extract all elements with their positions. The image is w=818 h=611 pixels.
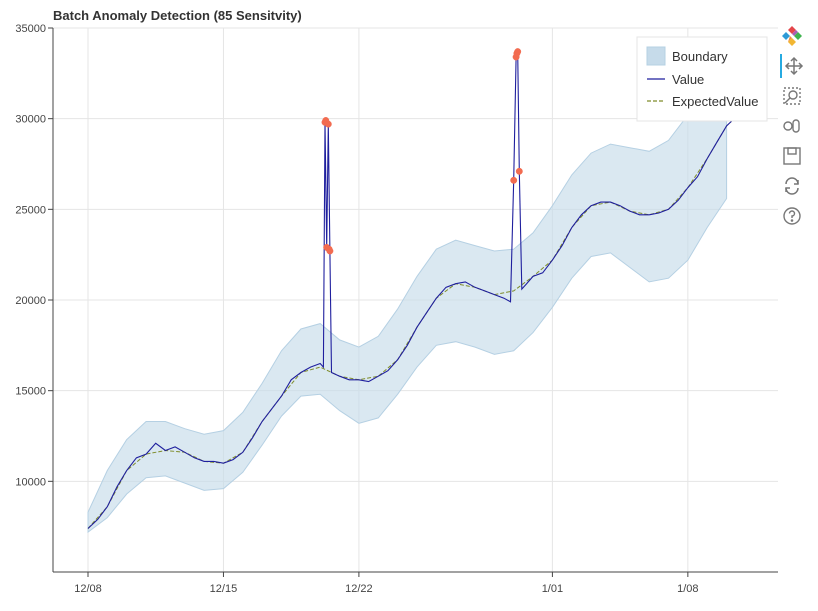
box-zoom-icon[interactable] <box>780 84 804 108</box>
anomaly-point <box>326 247 334 255</box>
legend: Boundary Value ExpectedValue <box>636 36 768 122</box>
bokeh-logo-icon[interactable] <box>780 24 804 48</box>
anomaly-point <box>324 120 332 128</box>
save-icon[interactable] <box>780 144 804 168</box>
anomaly-point <box>514 48 522 56</box>
legend-label-expected: ExpectedValue <box>672 94 759 109</box>
pan-icon[interactable] <box>780 54 806 78</box>
x-tick-label: 12/22 <box>345 583 373 595</box>
legend-label-boundary: Boundary <box>672 49 728 64</box>
y-tick-label: 20000 <box>15 295 46 307</box>
wheel-zoom-icon[interactable] <box>780 114 804 138</box>
reset-icon[interactable] <box>780 174 804 198</box>
anomaly-point <box>515 167 523 175</box>
line-layer <box>87 51 737 529</box>
legend-label-value: Value <box>672 72 704 87</box>
y-tick-label: 35000 <box>15 23 46 35</box>
anomaly-layer <box>321 48 523 255</box>
x-tick-label: 12/15 <box>210 583 238 595</box>
x-tick-label: 1/01 <box>542 583 563 595</box>
chart-toolbar <box>780 24 808 234</box>
value-line <box>87 51 737 529</box>
axis-layer: 10000 15000 20000 25000 30000 35000 12/08 12/15… <box>15 23 778 595</box>
band-layer <box>87 50 728 534</box>
y-tick-label: 25000 <box>15 204 46 216</box>
help-icon[interactable] <box>780 204 804 228</box>
x-tick-label: 12/08 <box>74 583 102 595</box>
y-tick-label: 30000 <box>15 114 46 126</box>
boundary-band <box>87 50 728 534</box>
y-tick-label: 10000 <box>15 476 46 488</box>
legend-swatch-boundary <box>646 46 666 66</box>
chart-title: Batch Anomaly Detection (85 Sensitvity) <box>53 8 302 23</box>
anomaly-point <box>510 176 518 184</box>
x-tick-label: 1/08 <box>677 583 698 595</box>
y-tick-label: 15000 <box>15 386 46 398</box>
